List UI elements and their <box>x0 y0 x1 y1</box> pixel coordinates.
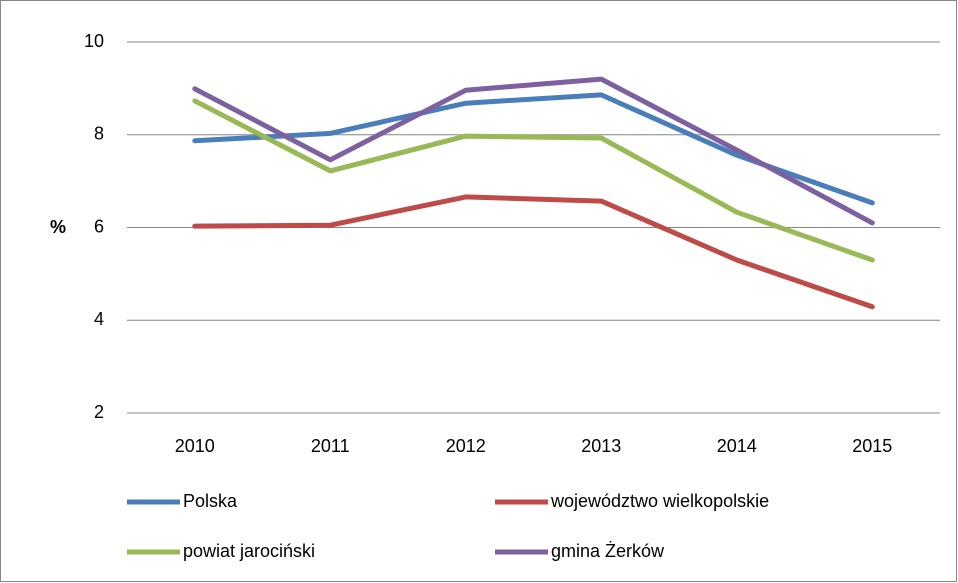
x-tick-label: 2014 <box>717 436 757 456</box>
x-tick-label: 2013 <box>581 436 621 456</box>
series-line <box>192 194 875 310</box>
series-line <box>192 76 875 226</box>
legend-label: gmina Żerków <box>551 541 665 561</box>
legend-label: Polska <box>183 491 238 511</box>
y-tick-label: 10 <box>84 31 104 51</box>
y-tick-label: 2 <box>94 402 104 422</box>
legend-label: powiat jarociński <box>183 541 315 561</box>
x-tick-label: 2012 <box>446 436 486 456</box>
y-axis-label: % <box>50 217 66 237</box>
x-tick-label: 2015 <box>852 436 892 456</box>
y-tick-label: 4 <box>94 309 104 329</box>
y-tick-label: 6 <box>94 216 104 236</box>
y-tick-label: 8 <box>94 124 104 144</box>
legend-label: województwo wielkopolskie <box>550 491 769 511</box>
series-line <box>192 98 875 263</box>
x-tick-label: 2011 <box>311 436 350 456</box>
x-tick-label: 2010 <box>175 436 215 456</box>
